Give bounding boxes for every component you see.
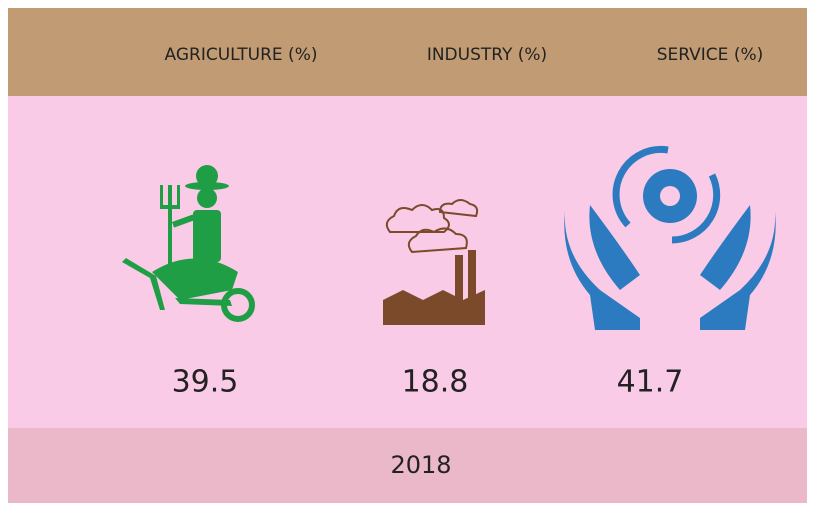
column-header: SERVICE (%) (657, 45, 764, 65)
header-band (8, 8, 807, 96)
column-header: INDUSTRY (%) (427, 45, 547, 65)
column-value: 39.5 (172, 365, 239, 400)
industry-icon (383, 199, 485, 325)
footer-band (8, 428, 807, 503)
year-label: 2018 (390, 451, 451, 479)
agriculture-icon (122, 165, 255, 322)
column-value: 18.8 (402, 365, 469, 400)
column-value: 41.7 (617, 365, 684, 400)
body-band (8, 96, 807, 428)
column-header: AGRICULTURE (%) (165, 45, 318, 65)
service-icon (564, 145, 776, 330)
